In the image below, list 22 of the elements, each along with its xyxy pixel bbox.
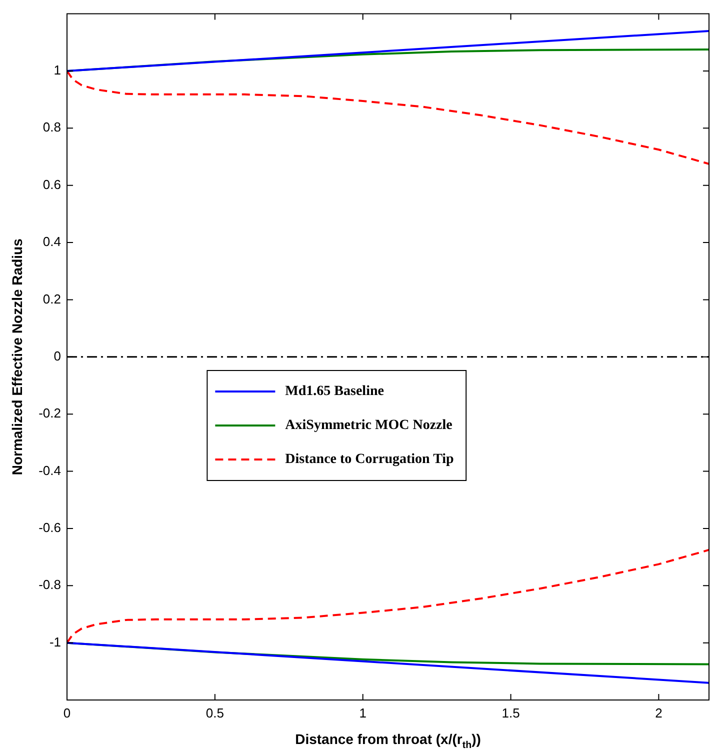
y-tick-label: -0.4 — [38, 462, 61, 478]
legend-label: AxiSymmetric MOC Nozzle — [285, 418, 452, 434]
y-tick-label: 1 — [54, 62, 61, 78]
x-tick-label: 1.5 — [502, 705, 520, 720]
y-tick-label: 0.8 — [42, 120, 61, 135]
y-tick-label: 0.4 — [42, 234, 61, 250]
x-tick-label: 0.5 — [206, 705, 224, 720]
y-tick-label: -0.6 — [38, 520, 61, 536]
legend-label: Md1.65 Baseline — [285, 384, 384, 400]
legend-label: Distance to Corrugation Tip — [285, 452, 454, 468]
x-tick-label: 2 — [655, 705, 662, 720]
y-tick-label: 0 — [54, 348, 61, 364]
x-tick-label: 1 — [359, 705, 366, 720]
x-tick-label: 0 — [63, 705, 71, 720]
y-axis-title: Normalized Effective Nozzle Radius — [9, 238, 25, 476]
y-tick-label: 0.6 — [42, 176, 61, 192]
y-tick-label: -1 — [49, 634, 61, 650]
y-tick-label: -0.2 — [38, 406, 61, 421]
line-series — [67, 70, 709, 165]
y-tick-label: -0.8 — [38, 577, 61, 592]
y-tick-label: 0.2 — [42, 291, 61, 306]
line-series — [67, 548, 709, 644]
